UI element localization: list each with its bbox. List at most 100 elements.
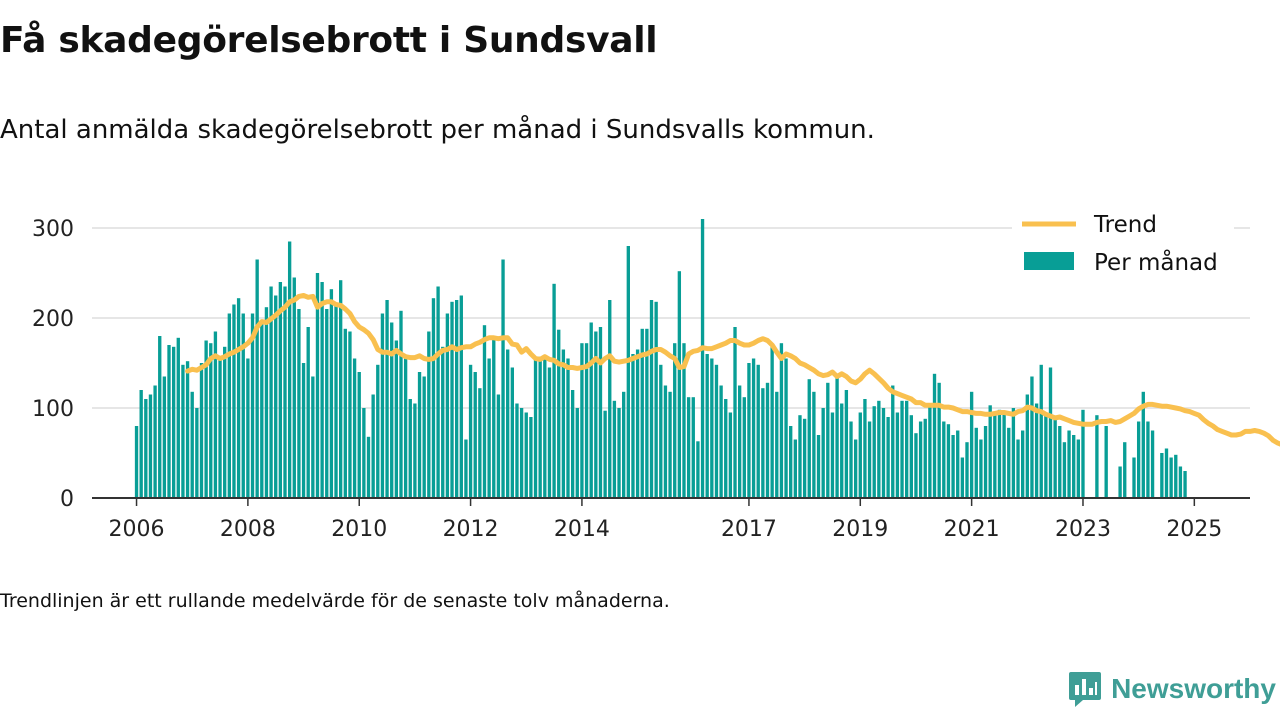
bar bbox=[311, 376, 315, 498]
bar bbox=[171, 346, 176, 498]
bar bbox=[232, 304, 236, 498]
bar bbox=[570, 390, 575, 498]
bar bbox=[816, 435, 821, 498]
bar bbox=[594, 331, 598, 498]
bar bbox=[1183, 471, 1187, 498]
bar bbox=[923, 418, 927, 498]
bar bbox=[269, 286, 273, 498]
bar bbox=[334, 304, 338, 498]
bar bbox=[1021, 430, 1025, 498]
bar bbox=[204, 340, 208, 498]
bar bbox=[686, 397, 691, 498]
bar bbox=[236, 298, 241, 498]
bar bbox=[297, 309, 301, 498]
bar bbox=[830, 412, 835, 498]
y-tick-label: 300 bbox=[32, 217, 74, 242]
legend-label-trend: Trend bbox=[1093, 212, 1157, 238]
bar bbox=[1136, 421, 1141, 498]
bar bbox=[468, 364, 473, 498]
bar bbox=[482, 325, 487, 498]
bar bbox=[756, 364, 760, 498]
bar bbox=[1081, 409, 1085, 498]
bar bbox=[742, 397, 746, 498]
bar bbox=[1146, 421, 1150, 498]
bar bbox=[863, 399, 867, 498]
bar bbox=[1058, 426, 1062, 498]
bar bbox=[501, 259, 505, 498]
bar bbox=[733, 327, 737, 498]
bar bbox=[380, 313, 385, 498]
bar bbox=[431, 298, 436, 498]
bar bbox=[1104, 426, 1108, 498]
bar bbox=[557, 329, 561, 498]
x-tick-label: 2014 bbox=[554, 517, 610, 542]
bar bbox=[617, 408, 621, 498]
bar bbox=[1123, 442, 1127, 498]
x-tick-label: 2021 bbox=[944, 517, 1000, 542]
bar bbox=[775, 391, 779, 498]
bar bbox=[719, 385, 723, 498]
bar bbox=[631, 354, 635, 498]
bar bbox=[1174, 454, 1178, 498]
bar bbox=[283, 286, 287, 498]
bar bbox=[473, 372, 477, 498]
bar bbox=[626, 246, 630, 498]
bar bbox=[144, 399, 148, 498]
bar bbox=[784, 358, 788, 498]
bar bbox=[1034, 403, 1039, 498]
chart-bubble-icon bbox=[1069, 672, 1102, 707]
x-tick-label: 2019 bbox=[832, 517, 888, 542]
bar bbox=[914, 433, 918, 498]
bar bbox=[1062, 442, 1067, 498]
bar bbox=[598, 327, 603, 498]
bar bbox=[682, 343, 686, 498]
bar bbox=[951, 435, 955, 498]
bar bbox=[696, 441, 700, 498]
bar bbox=[352, 358, 357, 498]
bar bbox=[1067, 430, 1071, 498]
bar bbox=[371, 394, 375, 498]
bar bbox=[974, 427, 978, 498]
bar bbox=[176, 337, 180, 498]
bar bbox=[376, 364, 380, 498]
x-tick-label: 2017 bbox=[721, 517, 777, 542]
bar bbox=[691, 397, 695, 498]
bar bbox=[450, 301, 454, 498]
bar bbox=[366, 436, 371, 498]
bar bbox=[246, 358, 250, 498]
bar bbox=[241, 313, 245, 498]
bar bbox=[654, 301, 658, 498]
bar bbox=[487, 358, 491, 498]
bar bbox=[422, 376, 426, 498]
brand-name: Newsworthy bbox=[1111, 673, 1276, 704]
bar bbox=[181, 364, 185, 498]
bar bbox=[905, 400, 909, 498]
bar bbox=[997, 409, 1002, 498]
bar bbox=[343, 328, 347, 498]
bar bbox=[250, 313, 255, 498]
x-tick-label: 2025 bbox=[1166, 517, 1222, 542]
bar bbox=[640, 328, 644, 498]
bar bbox=[942, 421, 946, 498]
bar bbox=[339, 280, 343, 498]
bar bbox=[1030, 376, 1034, 498]
bar bbox=[779, 343, 784, 498]
bar bbox=[1016, 439, 1020, 498]
bar bbox=[1095, 415, 1099, 498]
bar bbox=[213, 331, 218, 498]
bar bbox=[608, 300, 612, 498]
bar bbox=[918, 421, 923, 498]
bar bbox=[561, 349, 566, 498]
bar bbox=[612, 400, 617, 498]
bar bbox=[515, 403, 519, 498]
bar bbox=[1025, 394, 1029, 498]
bar bbox=[427, 331, 431, 498]
bar bbox=[315, 273, 320, 498]
bar bbox=[153, 385, 157, 498]
bar bbox=[1178, 466, 1183, 498]
bar bbox=[1007, 427, 1011, 498]
bar bbox=[209, 343, 213, 498]
bar bbox=[199, 363, 204, 498]
bar bbox=[1039, 364, 1043, 498]
bar bbox=[441, 346, 445, 498]
